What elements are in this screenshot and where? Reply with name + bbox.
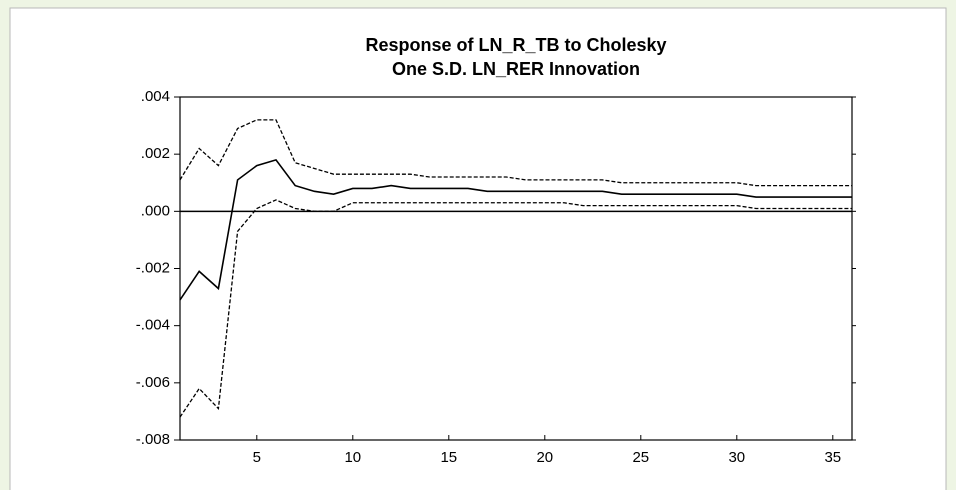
x-tick-label: 20 [536, 449, 553, 466]
y-tick-label: .000 [141, 202, 170, 219]
y-tick-label: -.002 [136, 259, 170, 276]
y-tick-label: -.006 [136, 374, 170, 391]
series-line [179, 158, 852, 301]
series-line [179, 199, 852, 418]
x-tick-label: 10 [344, 449, 361, 466]
chart-subtitle: One S.D. LN_RER Innovation [392, 59, 640, 79]
x-tick-label: 5 [253, 449, 261, 466]
y-tick-label: -.004 [136, 317, 170, 334]
y-tick-label: -.008 [136, 431, 170, 448]
series-line [179, 119, 852, 187]
y-tick-label: .004 [141, 88, 170, 105]
x-tick-label: 35 [824, 449, 841, 466]
chart-title: Response of LN_R_TB to Cholesky [365, 35, 666, 55]
y-tick-label: .002 [141, 145, 170, 162]
x-tick-label: 15 [440, 449, 457, 466]
x-tick-label: 30 [728, 449, 745, 466]
panel [9, 7, 947, 490]
x-tick-label: 25 [632, 449, 649, 466]
